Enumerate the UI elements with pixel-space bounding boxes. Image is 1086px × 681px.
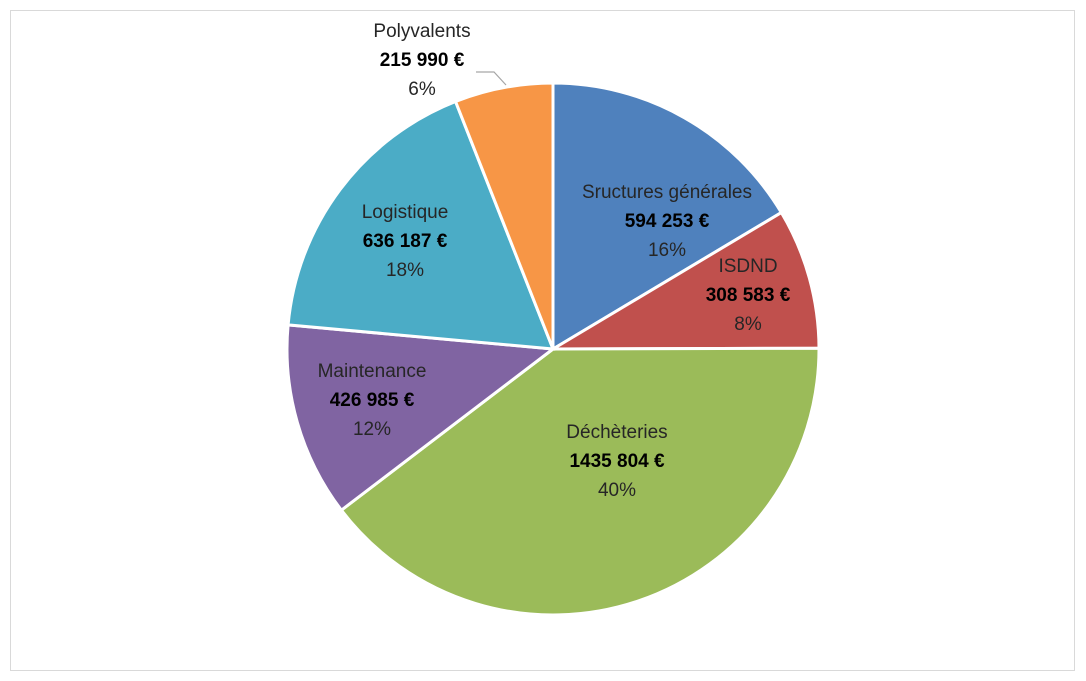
pie-slices [285,81,821,617]
data-label-value: 594 253 € [625,211,710,232]
data-label-percent: 12% [353,419,391,440]
data-label-value: 426 985 € [330,390,415,411]
data-label-name: ISDND [718,256,777,277]
data-label-name: Sructures générales [582,182,752,203]
data-label-name: Maintenance [318,361,427,382]
pie-slice-polyvalents [453,81,555,350]
pie-labels: Sructures générales 594 253 € 16% ISDND 308 … [318,21,791,501]
data-label-polyvalents: Polyvalents 215 990 € 6% [373,21,470,100]
data-label-percent: 18% [386,260,424,281]
data-label-percent: 8% [734,314,762,335]
data-label-percent: 6% [408,79,436,100]
pie-slice-maintenance [285,323,557,513]
pie-slice-isdnd [547,210,821,351]
data-label-value: 308 583 € [706,285,791,306]
pie-slice-sructures-generales [551,81,784,352]
data-label-maintenance: Maintenance 426 985 € 12% [318,361,427,440]
leader-line [476,71,507,86]
data-label-percent: 16% [648,240,686,261]
data-label-value: 215 990 € [380,50,465,71]
data-label-value: 636 187 € [363,231,448,252]
data-label-sructures-generales: Sructures générales 594 253 € 16% [582,182,752,261]
data-label-percent: 40% [598,480,636,501]
pie-slice-decheteries [339,346,821,617]
data-label-name: Polyvalents [373,21,470,42]
data-label-decheteries: Déchèteries 1435 804 € 40% [566,422,667,501]
data-label-isdnd: ISDND 308 583 € 8% [706,256,791,335]
data-label-name: Logistique [362,202,449,223]
pie-slice-logistique [286,99,556,351]
data-label-value: 1435 804 € [569,451,665,472]
data-label-logistique: Logistique 636 187 € 18% [362,202,449,281]
data-label-name: Déchèteries [566,422,667,443]
